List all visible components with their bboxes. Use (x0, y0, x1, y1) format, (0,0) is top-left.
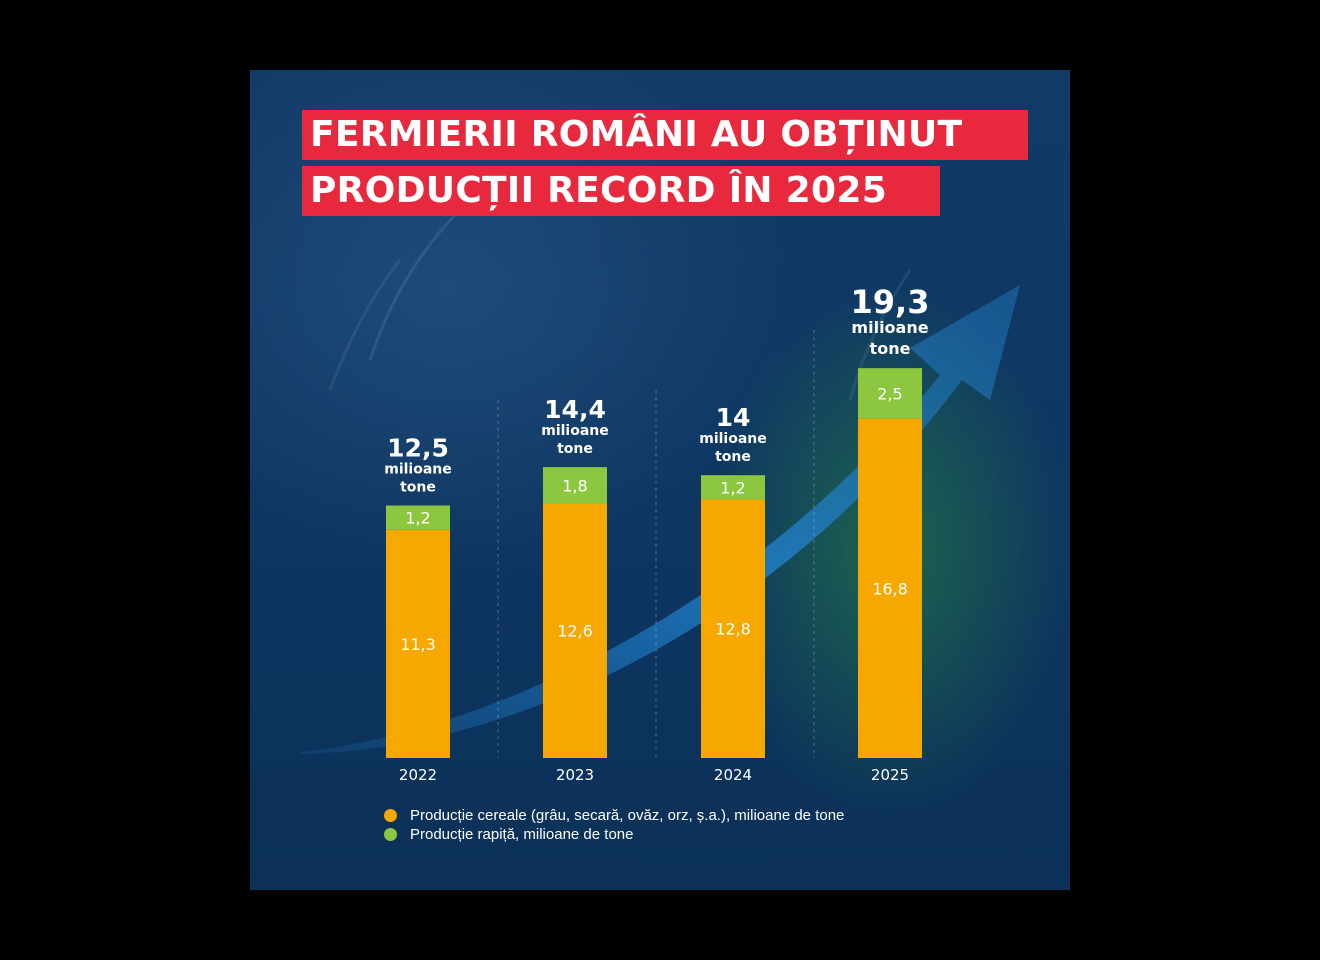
total-value-2022: 12,5 (387, 434, 449, 463)
total-value-2023: 14,4 (544, 395, 606, 424)
x-tick-label-2025: 2025 (871, 766, 909, 784)
bar-rapeseed-2023 (543, 467, 607, 504)
total-unit-2024: milioane (699, 431, 767, 447)
wheat-stalk-decoration (328, 259, 402, 391)
x-tick-label-2022: 2022 (399, 766, 437, 784)
title-line-1: FERMIERII ROMÂNI AU OBȚINUT (302, 110, 1028, 160)
legend-item-rapeseed: Producție rapiță, milioane de tone (384, 825, 844, 844)
total-unit-2022: milioane (384, 462, 452, 478)
data-label-rapeseed-2025: 2,5 (877, 384, 902, 403)
wheat-stalk-decoration (848, 269, 912, 401)
bar-cereals-2025 (858, 418, 922, 758)
bar-rapeseed-2025 (858, 368, 922, 419)
legend-swatch-rapeseed (384, 828, 397, 841)
legend-swatch-cereals (384, 809, 397, 822)
total-value-2024: 14 (716, 403, 751, 432)
data-label-cereals-2023: 12,6 (557, 622, 593, 641)
wheat-stalk-decoration (368, 208, 462, 361)
legend-label-cereals: Producție cereale (grâu, secară, ovăz, o… (410, 807, 845, 824)
bar-rapeseed-2022 (386, 505, 450, 530)
total-value-2025: 19,3 (851, 283, 930, 321)
data-label-rapeseed-2024: 1,2 (720, 478, 745, 497)
data-label-rapeseed-2023: 1,8 (562, 476, 587, 495)
x-tick-label-2024: 2024 (714, 766, 752, 784)
bar-cereals-2024 (701, 499, 765, 758)
legend-label-rapeseed: Producție rapiță, milioane de tone (410, 826, 634, 843)
data-label-cereals-2025: 16,8 (872, 579, 908, 598)
total-unit-2025: tone (870, 339, 911, 358)
bar-cereals-2022 (386, 529, 450, 758)
total-unit-2025: milioane (851, 318, 928, 337)
total-unit-2023: milioane (541, 423, 609, 439)
stacked-bar-chart: 11,31,212,5milioanetone202212,61,814,4mi… (384, 283, 930, 784)
data-label-rapeseed-2022: 1,2 (405, 509, 430, 528)
data-label-cereals-2024: 12,8 (715, 620, 751, 639)
background-decoration (300, 208, 1020, 758)
total-unit-2024: tone (715, 449, 751, 465)
bar-rapeseed-2024 (701, 475, 765, 500)
legend-item-cereals: Producție cereale (grâu, secară, ovăz, o… (384, 806, 844, 825)
title-line-2: PRODUCȚII RECORD ÎN 2025 (302, 166, 940, 216)
growth-arrow-decoration (300, 285, 1020, 754)
total-unit-2022: tone (400, 480, 436, 496)
infographic-poster: FERMIERII ROMÂNI AU OBȚINUT PRODUCȚII RE… (250, 70, 1070, 890)
total-unit-2023: tone (557, 441, 593, 457)
chart-legend: Producție cereale (grâu, secară, ovăz, o… (384, 806, 844, 844)
bar-cereals-2023 (543, 503, 607, 758)
data-label-cereals-2022: 11,3 (400, 635, 436, 654)
x-tick-label-2023: 2023 (556, 766, 594, 784)
